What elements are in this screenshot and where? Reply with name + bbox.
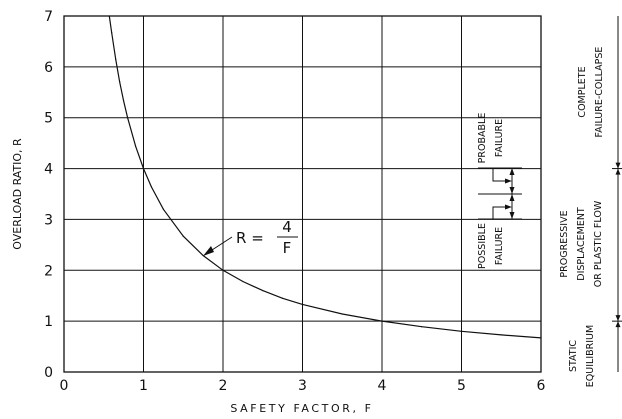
possible-leader xyxy=(492,206,508,219)
bracket-arrow-down-2 xyxy=(509,212,515,219)
x-tick-label-0: 0 xyxy=(60,378,69,394)
series-point-12 xyxy=(222,269,224,271)
series-point-18 xyxy=(381,320,383,322)
zone-progressive-line-3: OR PLASTIC FLOW xyxy=(593,200,604,287)
y-tick-label-0: 0 xyxy=(44,365,53,381)
probable-leader xyxy=(492,168,508,182)
series-point-2 xyxy=(115,58,117,60)
series-point-5 xyxy=(127,117,129,119)
y-tick-label-7: 7 xyxy=(44,9,53,25)
possible-failure-label-1: POSSIBLE xyxy=(477,223,488,269)
series-point-16 xyxy=(301,303,304,305)
bracket-arrow-up-2 xyxy=(509,194,515,201)
series-point-3 xyxy=(119,81,121,83)
y-tick-label-1: 1 xyxy=(44,314,53,330)
x-tick-label-5: 5 xyxy=(457,378,466,394)
formula-numerator: 4 xyxy=(282,218,292,236)
series-point-10 xyxy=(182,235,184,237)
bracket-arrow-down xyxy=(509,187,515,194)
zone-boundary-arrow-top-1 xyxy=(615,315,621,322)
series-point-15 xyxy=(282,297,284,299)
zone-complete-line-1: COMPLETE xyxy=(577,66,588,117)
zone-boundary-markers xyxy=(612,162,622,328)
series-point-0 xyxy=(108,15,110,17)
zone-complete-line-2: FAILURE-COLLAPSE xyxy=(594,47,605,138)
formula-lhs: R = xyxy=(236,229,264,247)
y-tick-label-3: 3 xyxy=(44,212,53,228)
series-points xyxy=(108,15,542,339)
probable-failure-label-1: PROBABLE xyxy=(477,113,488,164)
zone-static-line-1: STATIC xyxy=(568,340,579,372)
series-point-19 xyxy=(421,326,423,328)
x-axis-title: SAFETY FACTOR, F xyxy=(230,402,373,415)
formula-annotation: R = 4 F xyxy=(203,218,298,257)
series-point-17 xyxy=(341,313,343,315)
zone-progressive-line-2: DISPLACEMENT xyxy=(576,207,587,281)
x-tick-label-3: 3 xyxy=(298,378,307,394)
probable-leader-arrow xyxy=(505,178,512,184)
y-tick-label-4: 4 xyxy=(44,162,53,178)
y-tick-label-2: 2 xyxy=(44,263,53,279)
zone-static-line-2: EQUILIBRIUM xyxy=(585,325,596,387)
y-tick-label-5: 5 xyxy=(44,111,53,127)
formula-denominator: F xyxy=(283,239,292,257)
possible-failure-label-2: FAILURE xyxy=(494,227,505,265)
bracket-arrow-up xyxy=(509,168,515,175)
grid-lines xyxy=(64,16,541,372)
formula-leader-line xyxy=(211,236,233,251)
series-point-21 xyxy=(500,334,502,336)
series-point-20 xyxy=(460,330,463,332)
series-point-7 xyxy=(142,167,145,170)
series-point-8 xyxy=(150,186,153,188)
series-point-4 xyxy=(123,100,125,102)
plot-area-frame xyxy=(63,15,542,373)
y-axis-title: OVERLOAD RATIO, R xyxy=(11,138,24,250)
x-tick-label-1: 1 xyxy=(139,378,148,394)
series-point-13 xyxy=(242,280,244,283)
zone-boundary-arrow-top-4 xyxy=(615,162,621,169)
probable-failure-label-2: FAILURE xyxy=(494,119,505,157)
x-tick-label-4: 4 xyxy=(378,378,387,394)
series-point-9 xyxy=(162,208,164,210)
x-tick-label-6: 6 xyxy=(537,378,546,394)
y-tick-label-6: 6 xyxy=(44,60,53,76)
failure-bracket xyxy=(478,167,522,220)
x-tick-label-2: 2 xyxy=(219,378,228,394)
series-point-22 xyxy=(540,337,542,339)
formula-leader-arrowhead xyxy=(203,246,214,256)
zone-boundary-arrow-bottom-4 xyxy=(615,168,621,175)
possible-leader-arrow xyxy=(505,204,512,210)
zone-boundary-arrow-bottom-1 xyxy=(615,321,621,328)
series-line-r-equals-4-over-f xyxy=(108,15,542,339)
zone-scale: COMPLETE FAILURE-COLLAPSE PROGRESSIVE DI… xyxy=(559,16,622,387)
zone-progressive-line-1: PROGRESSIVE xyxy=(559,210,570,277)
tick-labels: 0 1 2 3 4 5 6 0 1 2 3 4 5 6 7 xyxy=(44,9,545,394)
series-point-14 xyxy=(262,290,264,292)
series-point-6 xyxy=(134,145,137,147)
series-point-1 xyxy=(111,32,113,34)
